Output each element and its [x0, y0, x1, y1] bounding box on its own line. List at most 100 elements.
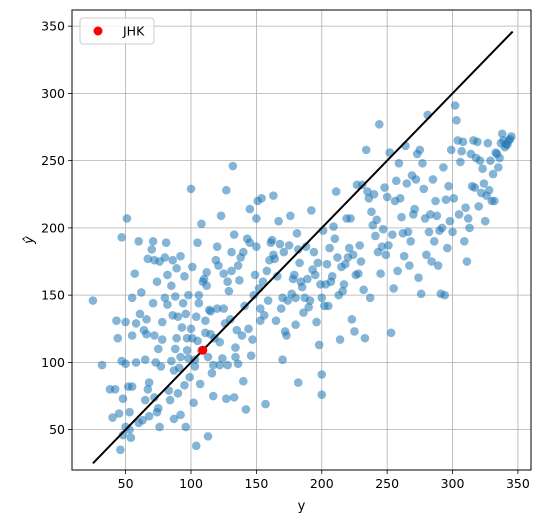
data-point — [460, 237, 469, 246]
data-point — [154, 344, 163, 354]
data-point — [88, 296, 98, 305]
data-point — [258, 277, 268, 286]
data-point — [156, 362, 166, 371]
data-point — [293, 378, 303, 387]
data-point — [470, 183, 480, 192]
data-point — [160, 253, 170, 262]
plot-frame — [71, 9, 532, 471]
data-point — [339, 280, 349, 289]
data-point — [479, 179, 489, 188]
data-point — [195, 379, 205, 389]
data-point — [208, 360, 218, 370]
data-point — [181, 309, 191, 319]
data-point — [446, 145, 456, 155]
data-point — [427, 257, 436, 266]
data-point — [155, 422, 164, 432]
data-point — [450, 101, 460, 110]
data-point — [365, 293, 375, 303]
data-point — [228, 161, 238, 171]
data-point — [449, 194, 459, 203]
data-point — [114, 409, 124, 418]
data-point — [207, 368, 217, 378]
data-point — [426, 210, 435, 219]
data-point — [245, 204, 255, 214]
data-point — [110, 384, 120, 394]
data-point — [465, 223, 474, 233]
data-point — [333, 253, 342, 262]
data-point — [259, 311, 269, 320]
y-tick-label: 100 — [41, 355, 65, 370]
data-point — [454, 210, 464, 219]
data-point — [462, 257, 472, 266]
data-point — [208, 391, 218, 401]
data-point — [263, 296, 273, 305]
data-point — [125, 407, 134, 417]
data-point — [291, 320, 300, 330]
data-point — [203, 352, 213, 362]
data-point — [283, 296, 293, 305]
data-point — [157, 335, 167, 344]
data-point — [303, 274, 312, 284]
data-point — [224, 286, 234, 296]
data-point — [233, 261, 243, 270]
data-point — [478, 164, 487, 174]
data-point — [399, 251, 409, 261]
data-point — [202, 267, 211, 277]
data-point — [452, 115, 461, 125]
data-point — [249, 290, 259, 300]
data-point — [185, 372, 194, 382]
data-point — [309, 247, 319, 257]
data-point — [144, 411, 154, 421]
data-point — [172, 263, 181, 273]
data-point — [188, 262, 197, 272]
data-point — [344, 243, 354, 253]
data-point — [118, 394, 128, 404]
data-point — [327, 272, 337, 281]
y-tick-label: 150 — [41, 288, 65, 303]
x-tick-label: 50 — [118, 476, 134, 491]
data-point — [171, 292, 180, 301]
data-point — [416, 289, 426, 299]
data-point — [279, 247, 289, 257]
data-point — [172, 333, 181, 343]
data-point — [392, 176, 401, 186]
data-point — [127, 293, 137, 303]
data-point — [186, 184, 196, 194]
data-point — [180, 380, 189, 390]
data-point — [178, 298, 188, 308]
data-point — [173, 389, 183, 398]
data-point — [214, 261, 223, 270]
data-point — [384, 241, 393, 250]
data-point — [181, 422, 191, 432]
data-point — [219, 269, 228, 278]
data-point — [341, 259, 350, 269]
data-point — [422, 250, 431, 260]
data-point — [161, 238, 171, 247]
data-point — [360, 333, 370, 343]
data-point — [461, 203, 470, 213]
data-point — [325, 243, 334, 253]
data-point — [290, 270, 299, 280]
data-point — [134, 237, 143, 246]
data-point — [433, 261, 443, 270]
legend-box — [79, 17, 155, 45]
data-point — [432, 211, 442, 221]
data-point — [335, 335, 345, 344]
data-point — [375, 120, 384, 129]
data-point — [488, 169, 498, 179]
data-point — [389, 284, 398, 293]
data-point — [276, 304, 286, 313]
data-point — [497, 129, 507, 139]
data-point — [154, 403, 163, 413]
data-point — [169, 414, 179, 424]
data-point — [443, 243, 452, 253]
data-point — [402, 179, 412, 188]
data-point — [223, 277, 232, 286]
data-point — [317, 293, 327, 303]
data-point — [191, 441, 201, 451]
x-tick-label: 150 — [244, 476, 268, 491]
data-point — [278, 355, 287, 365]
data-point — [329, 222, 338, 231]
data-point — [295, 258, 304, 268]
data-point — [284, 241, 294, 250]
